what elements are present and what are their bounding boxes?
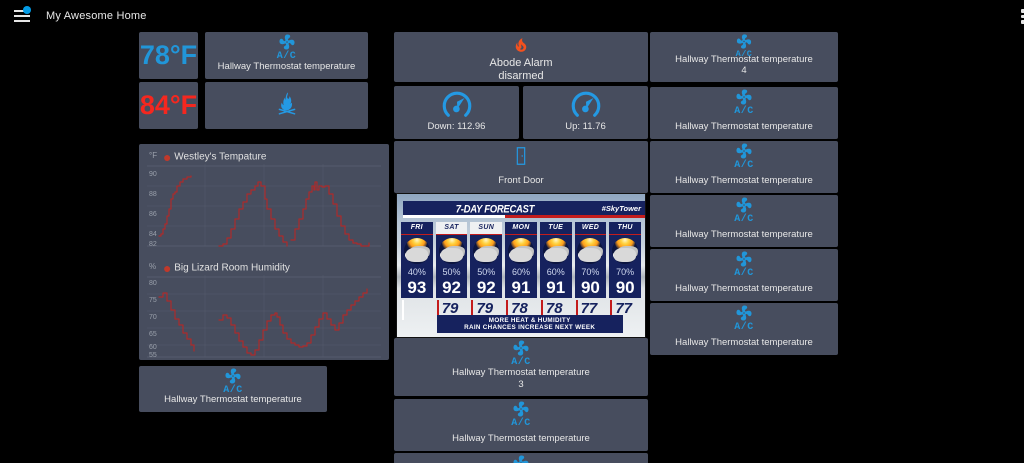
svg-text:60: 60 — [149, 344, 157, 351]
svg-text:70: 70 — [149, 314, 157, 321]
svg-text:88: 88 — [149, 191, 157, 198]
svg-text:80: 80 — [149, 280, 157, 287]
svg-text:65: 65 — [149, 331, 157, 338]
svg-text:84: 84 — [149, 231, 157, 238]
svg-text:90: 90 — [149, 171, 157, 178]
svg-text:82: 82 — [149, 241, 157, 248]
svg-text:75: 75 — [149, 297, 157, 304]
svg-text:86: 86 — [149, 211, 157, 218]
svg-text:55: 55 — [149, 352, 157, 359]
